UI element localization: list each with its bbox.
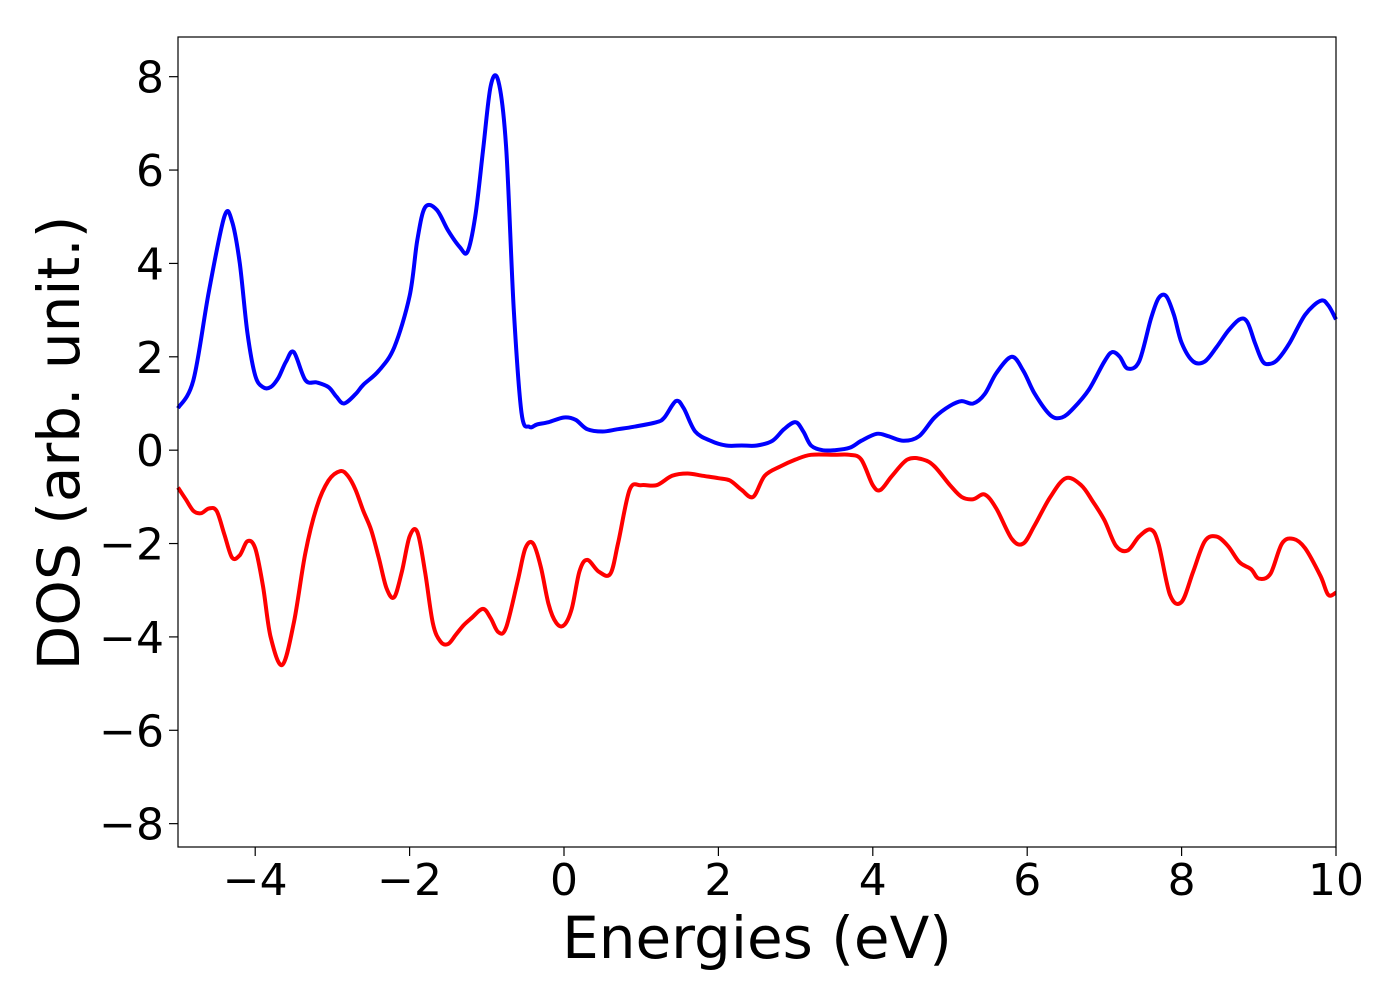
y-tick-label: −2 [99,520,164,571]
y-axis-label: DOS (arb. unit.) [25,216,93,671]
y-tick-label: 0 [136,426,164,477]
x-tick-label: 2 [704,855,732,906]
axis-ticks: −4 −2 0 2 4 6 8 10 −8 −6 −4 −2 0 2 4 6 8 [99,53,1364,906]
x-tick-label: 0 [550,855,578,906]
x-tick-label: 4 [859,855,887,906]
y-tick-label: −4 [99,613,164,664]
y-tick-label: 2 [136,333,164,384]
x-tick-label: 8 [1168,855,1196,906]
x-tick-label: −4 [223,855,288,906]
x-tick-label: −2 [377,855,442,906]
x-axis-label: Energies (eV) [562,904,952,972]
y-tick-label: −6 [99,706,164,757]
plot-frame [177,36,1337,848]
y-tick-label: 6 [136,146,164,197]
y-tick-label: 8 [136,53,164,104]
series-line-blue [176,73,1338,453]
x-tick-label: 10 [1308,855,1364,906]
y-tick-label: 4 [136,239,164,290]
series-lines [176,73,1338,667]
x-tick-label: 6 [1013,855,1041,906]
series-line-red [176,452,1337,667]
y-tick-label: −8 [99,800,164,851]
